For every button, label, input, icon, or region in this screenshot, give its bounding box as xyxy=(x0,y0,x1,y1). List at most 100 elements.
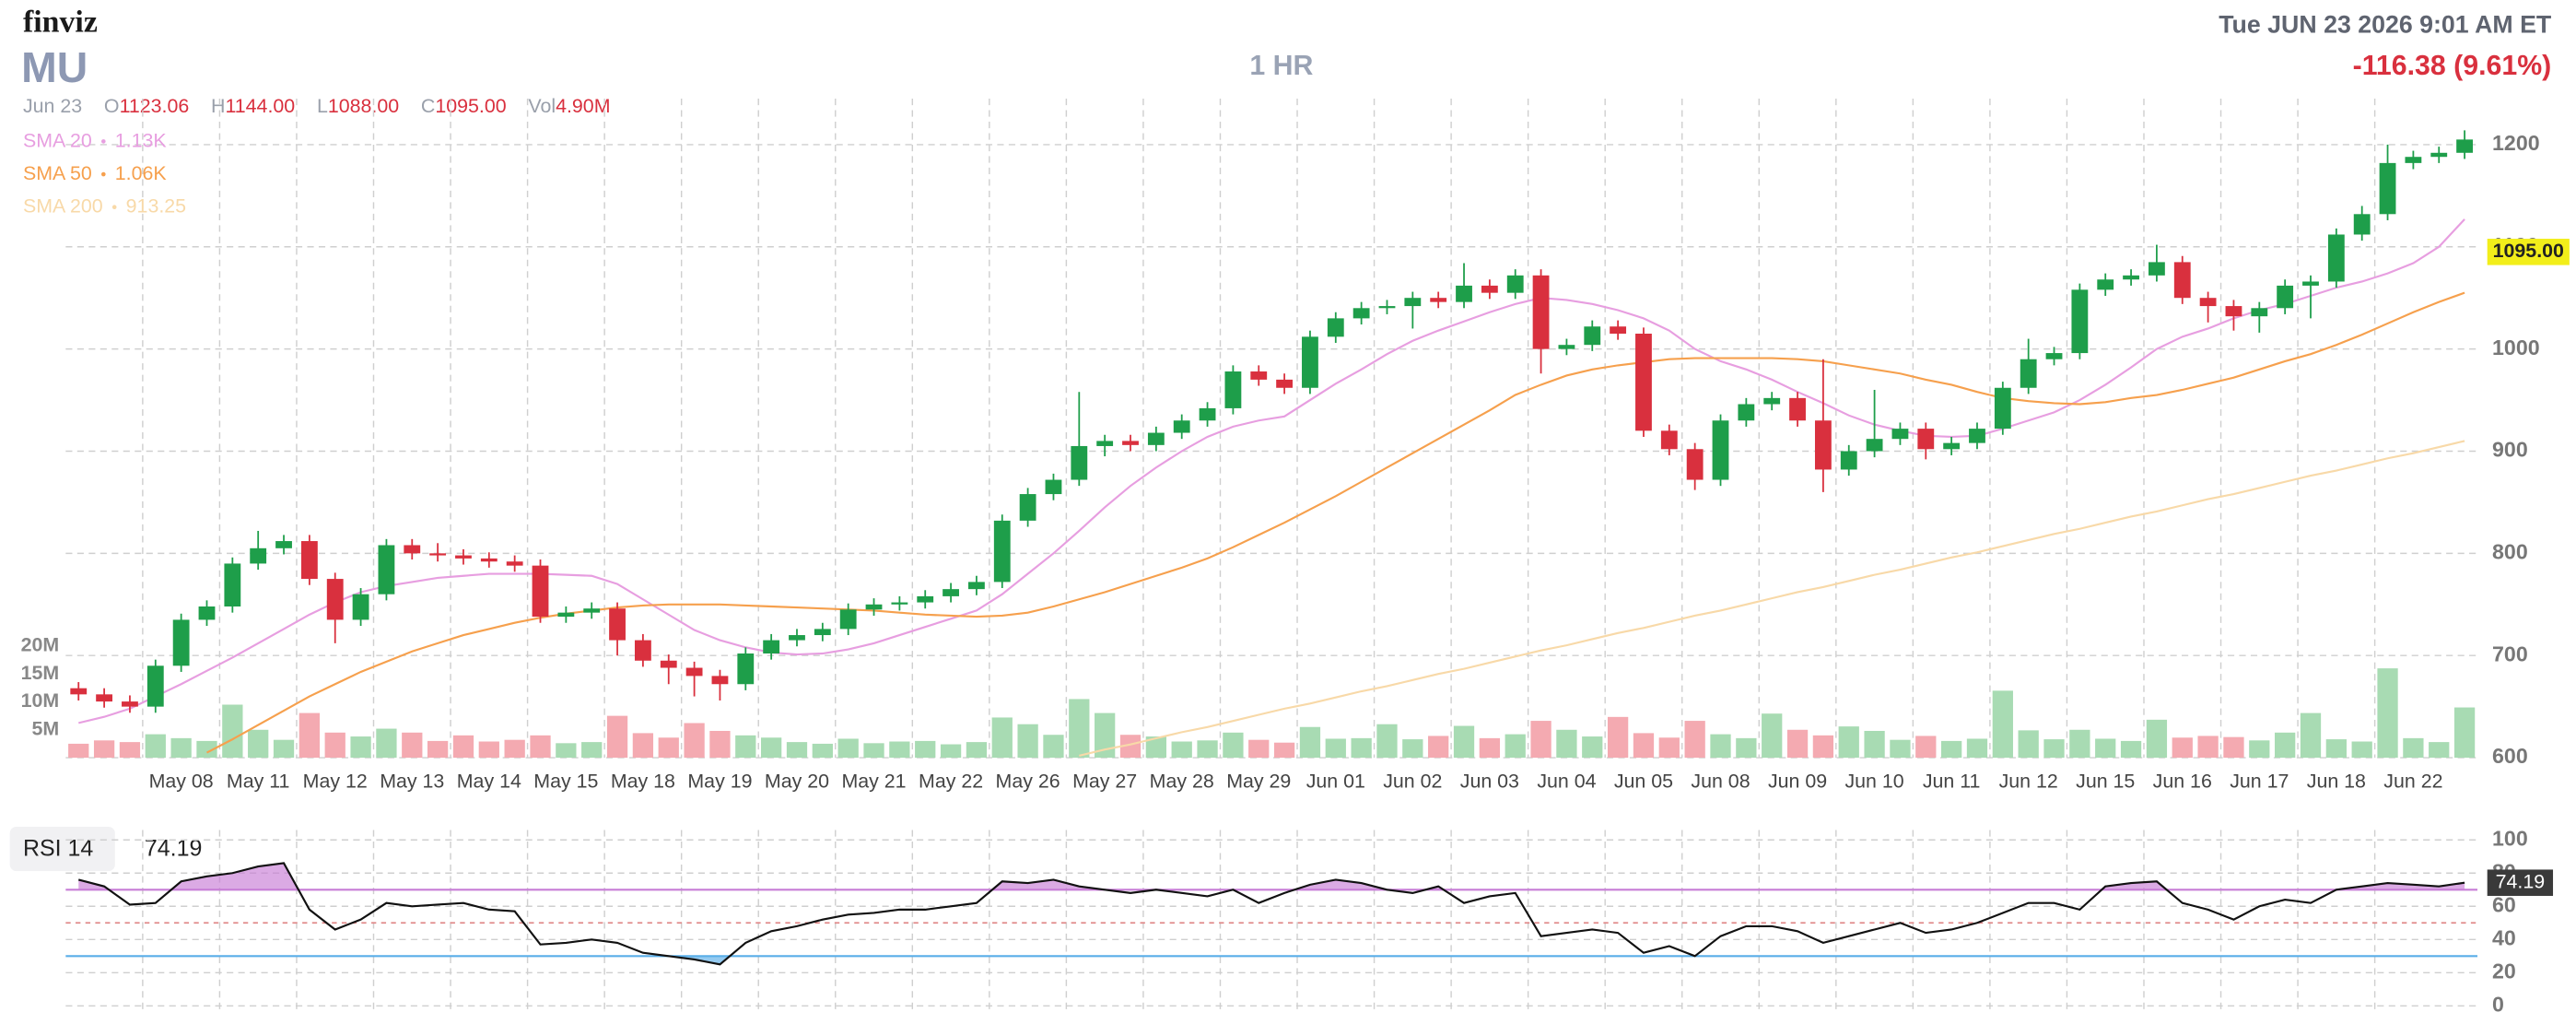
volume-bar xyxy=(2351,741,2372,759)
candle-body xyxy=(172,619,190,666)
volume-bar xyxy=(1812,735,1834,759)
ohlc-key: Vol xyxy=(528,95,556,117)
ohlc-row: Jun 23 O1123.06 H1144.00 L1088.00 C1095.… xyxy=(23,95,611,117)
volume-bar xyxy=(1223,732,1244,759)
date: Jun 23 xyxy=(23,95,82,117)
candle-body xyxy=(1994,387,2011,430)
candle-body xyxy=(2173,262,2191,299)
candle-body xyxy=(1635,334,1652,431)
volume-bar xyxy=(2300,712,2322,759)
candle-body xyxy=(789,635,805,641)
volume-bar xyxy=(1762,713,1783,759)
candle-body xyxy=(737,653,755,685)
candle-body xyxy=(1481,285,1498,293)
candle-body xyxy=(70,688,88,695)
volume-bar xyxy=(1556,729,1577,759)
candle-body xyxy=(2456,139,2473,153)
volume-bar xyxy=(2146,719,2168,759)
candle-body xyxy=(917,595,934,603)
ohlc-key: C xyxy=(421,95,435,117)
ohlc-key: L xyxy=(317,95,328,117)
x-tick-label: May 19 xyxy=(687,770,752,792)
volume-bar xyxy=(940,744,962,759)
logo: finviz xyxy=(23,6,98,40)
ohlc-value: 4.90M xyxy=(556,95,610,117)
volume-bar xyxy=(1838,726,1859,759)
volume-bar xyxy=(1325,738,1346,759)
volume-bar xyxy=(504,739,525,759)
sma-value: 1.06K xyxy=(115,162,168,184)
candle-body xyxy=(609,608,626,641)
volume-bar xyxy=(1376,724,1398,759)
volume-bar xyxy=(1351,737,1372,759)
candle-body xyxy=(1584,326,1601,346)
volume-bar xyxy=(273,739,295,759)
x-tick-label: Jun 18 xyxy=(2307,770,2366,792)
volume-tick-label: 15M xyxy=(21,662,60,684)
x-tick-label: Jun 12 xyxy=(1999,770,2058,792)
volume-bar xyxy=(2120,740,2142,759)
candle-body xyxy=(1122,441,1139,445)
y-tick-label: 900 xyxy=(2492,438,2528,462)
candle-body xyxy=(660,660,677,668)
x-tick-label: May 21 xyxy=(841,770,906,792)
volume-bar xyxy=(1145,736,1166,759)
y-tick-label: 700 xyxy=(2492,642,2528,665)
sma-separator xyxy=(100,139,106,144)
volume-bar xyxy=(735,735,756,759)
candle-body xyxy=(300,541,318,580)
volume-bar xyxy=(1197,740,1218,759)
candle-body xyxy=(1352,308,1370,319)
volume-bar xyxy=(1633,733,1655,759)
volume-bar xyxy=(812,743,833,759)
candle-body xyxy=(1224,371,1242,408)
sma-line xyxy=(1079,440,2465,757)
candle-body xyxy=(2405,157,2422,163)
last-price-label: 1095.00 xyxy=(2493,240,2564,262)
volume-bar xyxy=(1248,739,1270,759)
volume-bar xyxy=(915,740,936,759)
ticker: MU xyxy=(21,43,88,91)
candle-body xyxy=(1738,404,1755,421)
volume-bar xyxy=(684,723,705,759)
candle-body xyxy=(2123,275,2139,280)
x-tick-label: May 13 xyxy=(380,770,444,792)
candle-body xyxy=(480,558,498,562)
volume-bar xyxy=(1453,725,1475,759)
sma-separator xyxy=(100,171,106,177)
candle-body xyxy=(1506,275,1524,293)
volume-bar xyxy=(1786,729,1809,759)
volume-tick-label: 10M xyxy=(21,689,60,712)
x-tick-label: Jun 01 xyxy=(1306,770,1365,792)
volume-bar xyxy=(2172,737,2193,759)
volume-bar xyxy=(837,738,859,759)
candle-body xyxy=(1891,429,1909,440)
candle-body xyxy=(1302,336,1318,388)
candle-body xyxy=(634,640,651,661)
candle-body xyxy=(198,606,216,620)
candle-body xyxy=(1866,439,1883,452)
candle-body xyxy=(1378,306,1396,309)
volume-bar xyxy=(402,732,423,759)
x-tick-label: May 28 xyxy=(1150,770,1214,792)
rsi-last-box xyxy=(2487,869,2554,896)
candle-body xyxy=(1969,429,1985,443)
volume-bar xyxy=(1299,726,1321,759)
x-tick-label: May 14 xyxy=(457,770,521,792)
candle-body xyxy=(1327,318,1344,337)
sma-separator xyxy=(111,205,117,210)
volume-bar xyxy=(2095,738,2116,759)
volume-bar xyxy=(1530,721,1551,759)
candle-body xyxy=(224,563,241,607)
volume-bar xyxy=(1017,724,1038,759)
volume-bar xyxy=(1171,741,1192,759)
x-tick-label: Jun 16 xyxy=(2153,770,2212,792)
candle-body xyxy=(2302,281,2319,286)
candle-body xyxy=(2430,152,2448,158)
sma-value: 913.25 xyxy=(126,194,186,217)
volume-bar xyxy=(1069,699,1090,759)
volume-bar xyxy=(709,730,731,759)
volume-bar xyxy=(1684,721,1705,759)
